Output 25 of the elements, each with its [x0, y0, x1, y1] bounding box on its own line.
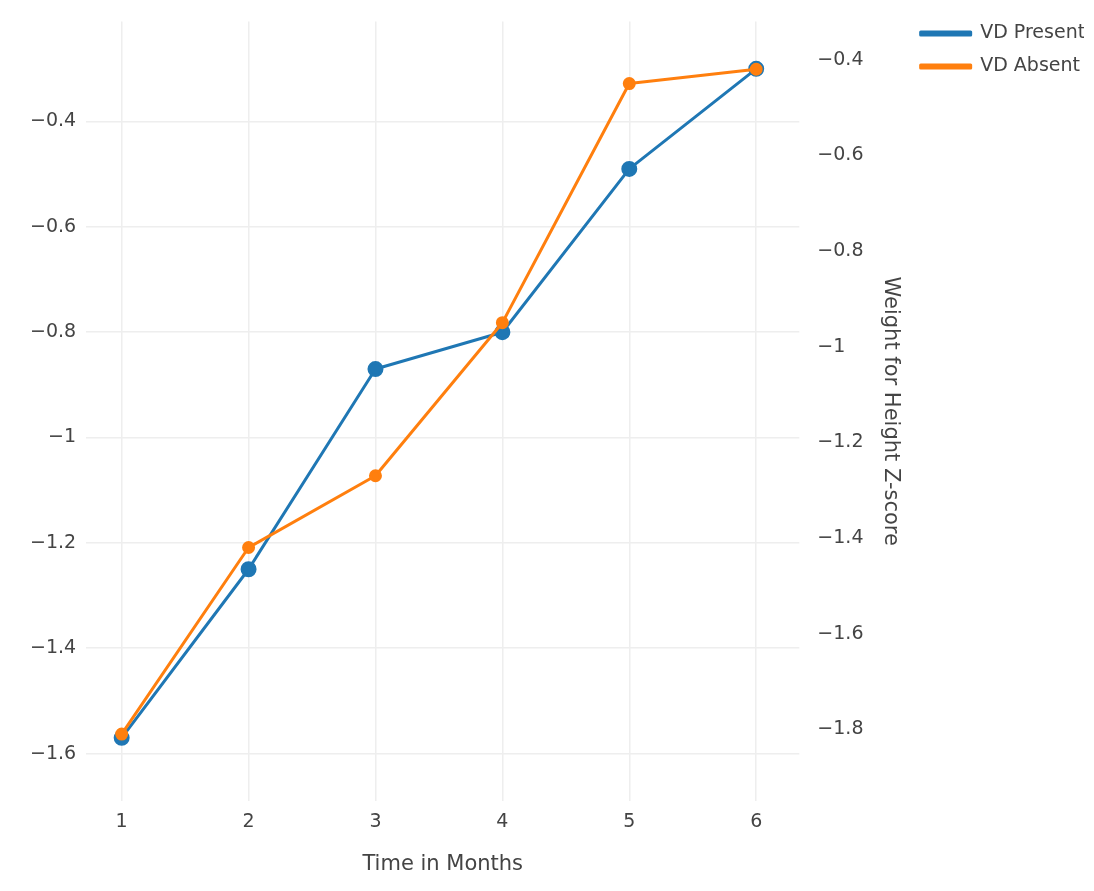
- y2-tick-label: −1.6: [817, 620, 864, 643]
- y2-tick-label: −0.8: [817, 237, 864, 260]
- y-tick-label: −1.6: [30, 740, 77, 763]
- legend-label: VD Absent: [980, 53, 1080, 76]
- y2-tick-label: −1: [817, 333, 846, 356]
- x-tick-label: 1: [115, 809, 128, 832]
- y-tick-label: −1: [48, 424, 77, 447]
- x-tick-label: 2: [242, 809, 255, 832]
- x-tick-label: 3: [369, 809, 382, 832]
- y2-axis-title: Weight for Height Z-score: [879, 276, 904, 546]
- y-tick-label: −0.4: [30, 108, 77, 131]
- legend-label: VD Present: [980, 20, 1086, 43]
- y-tick-label: −1.4: [30, 635, 77, 658]
- y-tick-label: −0.6: [30, 213, 77, 236]
- y-tick-label: −1.2: [30, 529, 77, 552]
- x-axis-title: Time in Months: [361, 850, 524, 875]
- y2-tick-label: −0.4: [817, 46, 864, 69]
- x-tick-label: 4: [496, 809, 509, 832]
- y2-tick-label: −1.4: [817, 524, 864, 547]
- y-tick-label: −0.8: [30, 319, 77, 342]
- x-tick-label: 6: [750, 809, 763, 832]
- x-tick-label: 5: [623, 809, 636, 832]
- y2-tick-label: −0.6: [817, 142, 864, 165]
- y2-tick-label: −1.2: [817, 429, 864, 452]
- y2-tick-label: −1.8: [817, 716, 864, 739]
